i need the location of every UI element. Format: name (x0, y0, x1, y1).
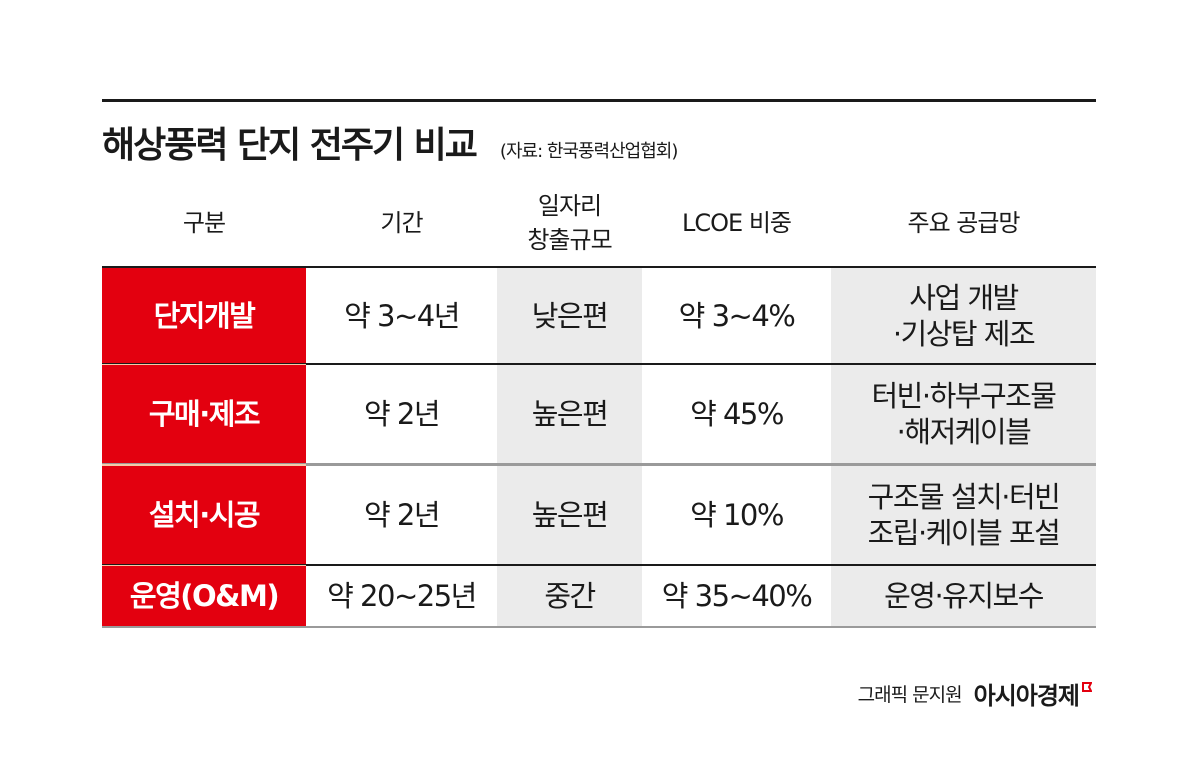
header-period: 기간 (380, 209, 423, 237)
top-rule (102, 99, 1096, 102)
jobs-cell: 높은편 (497, 365, 642, 463)
period-cell: 약 2년 (306, 466, 497, 564)
row-label: 구매·제조 (102, 365, 306, 463)
table-row: 구매·제조 약 2년 높은편 약 45% 터빈·하부구조물 ·해저케이블 (102, 365, 1096, 466)
jobs-cell: 낮은편 (497, 268, 642, 363)
header-jobs: 일자리 창출규모 (527, 192, 612, 254)
row-label: 단지개발 (102, 268, 306, 363)
table-row: 단지개발 약 3~4년 낮은편 약 3~4% 사업 개발 ·기상탑 제조 (102, 268, 1096, 365)
lcoe-cell: 약 3~4% (642, 268, 831, 363)
lcoe-cell: 약 45% (642, 365, 831, 463)
lcoe-cell: 약 35~40% (642, 566, 831, 626)
period-cell: 약 2년 (306, 365, 497, 463)
table-row: 설치·시공 약 2년 높은편 약 10% 구조물 설치·터빈 조립·케이블 포설 (102, 466, 1096, 566)
credit-line: 그래픽 문지원 아시아경제 (858, 676, 1092, 711)
jobs-cell: 중간 (497, 566, 642, 626)
row-label: 설치·시공 (102, 466, 306, 564)
jobs-cell: 높은편 (497, 466, 642, 564)
header-supply-chain: 주요 공급망 (907, 209, 1020, 237)
brand-logo-text: 아시아경제 (973, 682, 1080, 710)
supply-chain-cell: 터빈·하부구조물 ·해저케이블 (831, 365, 1096, 463)
supply-chain-cell: 구조물 설치·터빈 조립·케이블 포설 (831, 466, 1096, 564)
header-lcoe: LCOE 비중 (682, 209, 792, 237)
comparison-table: 단지개발 약 3~4년 낮은편 약 3~4% 사업 개발 ·기상탑 제조 구매·… (102, 266, 1096, 628)
period-cell: 약 20~25년 (306, 566, 497, 626)
title-row: 해상풍력 단지 전주기 비교 (자료: 한국풍력산업협회) (102, 116, 678, 166)
brand-flag-icon (1082, 681, 1092, 692)
supply-chain-cell: 사업 개발 ·기상탑 제조 (831, 268, 1096, 363)
page-title: 해상풍력 단지 전주기 비교 (102, 125, 478, 166)
row-label: 운영(O&M) (102, 566, 306, 626)
graphic-credit: 그래픽 문지원 (857, 684, 963, 706)
source-note: (자료: 한국풍력산업협회) (499, 141, 678, 162)
header-category: 구분 (182, 209, 226, 237)
lcoe-cell: 약 10% (642, 466, 831, 564)
period-cell: 약 3~4년 (306, 268, 497, 363)
table-row: 운영(O&M) 약 20~25년 중간 약 35~40% 운영·유지보수 (102, 566, 1096, 628)
table-header: 구분 기간 일자리 창출규모 LCOE 비중 주요 공급망 (102, 180, 1096, 266)
supply-chain-cell: 운영·유지보수 (831, 566, 1096, 626)
